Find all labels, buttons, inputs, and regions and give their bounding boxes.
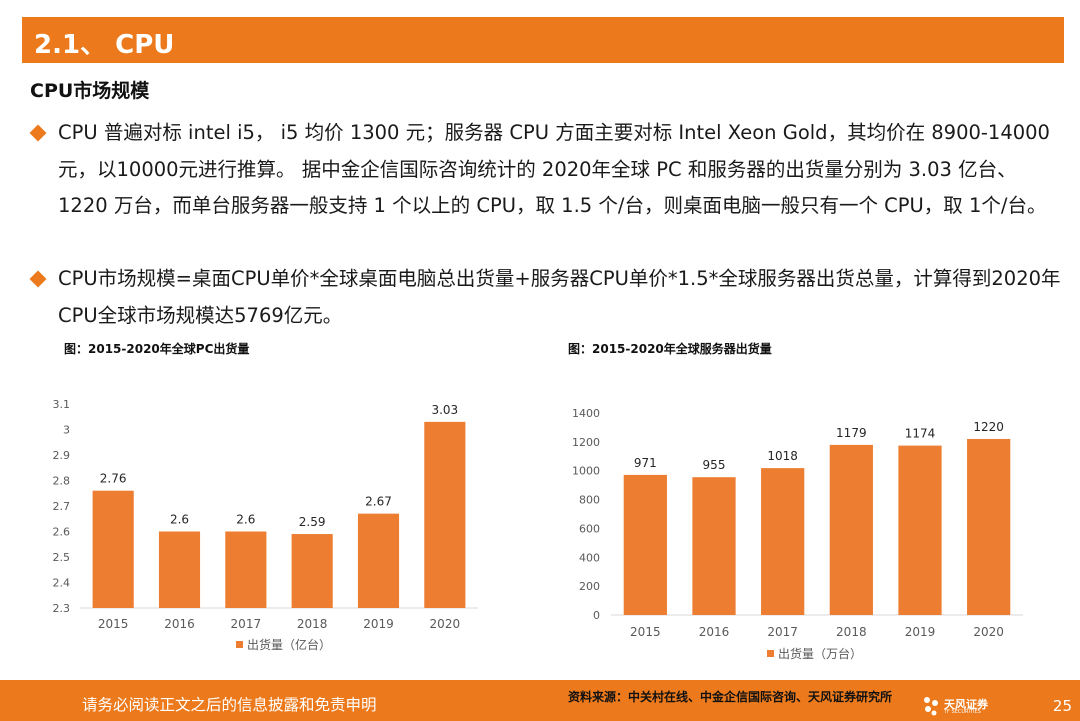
data-label: 971 — [634, 456, 657, 470]
x-tick-label: 2015 — [98, 617, 129, 631]
data-label: 3.03 — [431, 403, 458, 417]
logo-text: 天风证券 — [944, 698, 988, 711]
y-tick-label: 2.6 — [53, 526, 71, 539]
x-tick-label: 2018 — [836, 625, 867, 639]
bar — [158, 531, 201, 608]
bar — [829, 444, 873, 615]
bar — [92, 490, 134, 608]
page-title: 2.1、 CPU — [34, 30, 175, 60]
legend-swatch — [236, 641, 243, 648]
data-label: 2.76 — [100, 472, 127, 486]
bar — [692, 477, 736, 615]
y-tick-label: 600 — [579, 522, 600, 535]
y-tick-label: 2.4 — [53, 577, 71, 590]
y-tick-label: 400 — [579, 551, 600, 564]
logo-subtext: TF SECURITIES — [944, 709, 981, 715]
x-tick-label: 2016 — [699, 625, 730, 639]
tf-securities-logo: 天风证券 TF SECURITIES — [922, 693, 1002, 719]
y-tick-label: 1000 — [572, 465, 600, 478]
footer-disclaimer: 请务必阅读正文之后的信息披露和免责申明 — [82, 696, 377, 714]
server-chart-title: 图：2015-2020年全球服务器出货量 — [568, 342, 772, 356]
data-label: 2.6 — [236, 513, 255, 527]
bar — [967, 438, 1011, 615]
footer-bar: 请务必阅读正文之后的信息披露和免责申明 — [0, 680, 1080, 721]
section-subtitle: CPU市场规模 — [30, 80, 150, 102]
pc-chart-title: 图：2015-2020年全球PC出货量 — [64, 342, 250, 356]
bar — [898, 445, 942, 615]
diamond-bullet-icon — [29, 270, 47, 288]
data-label: 2.59 — [299, 515, 326, 529]
y-tick-label: 3 — [63, 424, 70, 437]
logo-mark-icon — [924, 697, 938, 716]
x-tick-label: 2019 — [905, 625, 936, 639]
y-tick-label: 0 — [593, 609, 600, 622]
x-tick-label: 2019 — [363, 617, 394, 631]
title-bar: 2.1、 CPU — [22, 17, 1064, 63]
data-source: 资料来源：中关村在线、中金企信国际咨询、天风证券研究所 — [568, 690, 893, 704]
y-tick-label: 2.9 — [53, 449, 71, 462]
legend-label: 出货量（万台） — [778, 646, 862, 661]
y-tick-label: 1200 — [572, 436, 600, 449]
bar — [424, 421, 466, 608]
data-label: 955 — [703, 458, 726, 472]
legend-swatch — [767, 650, 774, 657]
data-label: 1179 — [836, 426, 867, 440]
bullet-text: CPU 普遍对标 intel i5， i5 均价 1300 元；服务器 CPU … — [58, 121, 1050, 217]
y-tick-label: 2.7 — [53, 500, 71, 513]
diamond-bullet-icon — [29, 124, 47, 142]
x-tick-label: 2018 — [297, 617, 328, 631]
data-label: 1220 — [973, 420, 1004, 434]
x-tick-label: 2015 — [630, 625, 661, 639]
data-label: 2.6 — [170, 513, 189, 527]
bar — [357, 513, 400, 608]
x-tick-label: 2017 — [767, 625, 798, 639]
bar — [761, 468, 805, 615]
page-number: 25 — [1052, 697, 1072, 715]
y-tick-label: 2.8 — [53, 475, 71, 488]
bullet-text: CPU市场规模=桌面CPU单价*全球桌面电脑总出货量+服务器CPU单价*1.5*… — [58, 267, 1061, 327]
y-tick-label: 200 — [579, 580, 600, 593]
y-tick-label: 1400 — [572, 407, 600, 420]
y-tick-label: 2.5 — [53, 551, 71, 564]
x-tick-label: 2017 — [231, 617, 262, 631]
x-tick-label: 2020 — [973, 625, 1004, 639]
bar — [623, 474, 667, 615]
x-tick-label: 2020 — [430, 617, 461, 631]
bar — [225, 531, 267, 608]
data-label: 1174 — [905, 427, 936, 441]
data-label: 1018 — [767, 449, 798, 463]
data-label: 2.67 — [365, 495, 392, 509]
y-tick-label: 3.1 — [53, 398, 71, 411]
y-tick-label: 800 — [579, 494, 600, 507]
bar — [291, 534, 333, 608]
x-tick-label: 2016 — [164, 617, 195, 631]
legend-label: 出货量（亿台） — [247, 637, 331, 652]
y-tick-label: 2.3 — [53, 602, 71, 615]
